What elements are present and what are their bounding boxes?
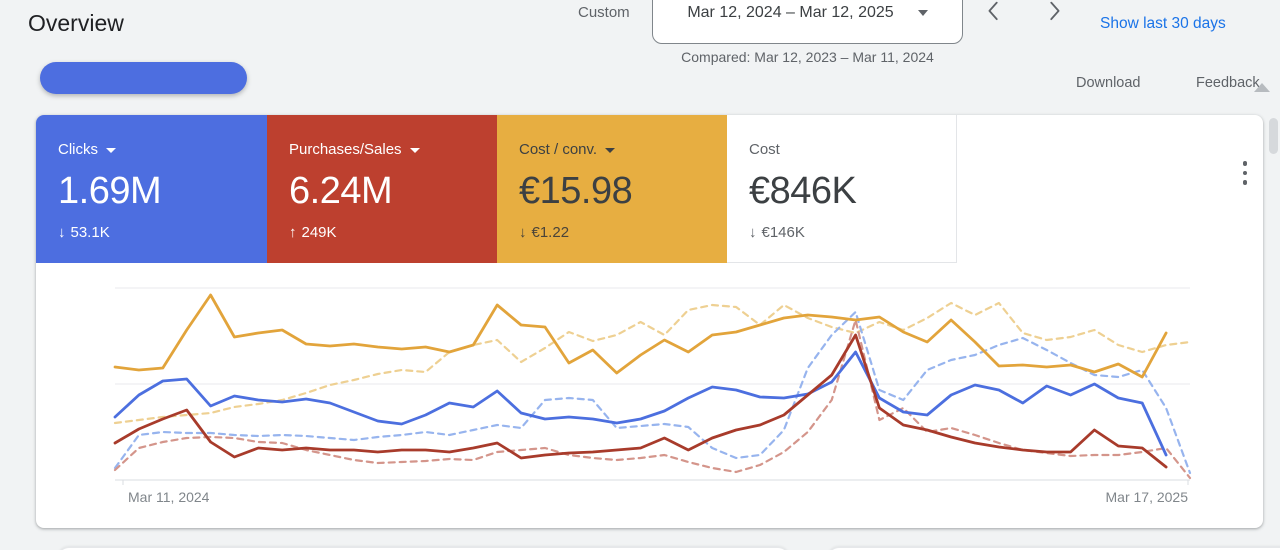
scorecard-label-text: Cost / conv. <box>519 141 598 158</box>
scorecard-delta-value: 53.1K <box>70 224 110 241</box>
scorecard-delta: ↓ €146K <box>749 224 956 241</box>
arrow-down-icon: ↓ <box>749 224 757 241</box>
scorecard-purchases-sales[interactable]: Purchases/Sales 6.24M ↑ 249K <box>267 115 497 263</box>
download-button[interactable]: Download <box>1076 75 1141 89</box>
page-title: Overview <box>28 10 124 36</box>
arrow-down-icon: ↓ <box>58 224 66 241</box>
primary-pill-button[interactable] <box>40 62 247 94</box>
scorecards-row: Clicks 1.69M ↓ 53.1K Purchases/Sales 6.2… <box>36 115 957 263</box>
scorecard-cost[interactable]: Cost €846K ↓ €146K <box>727 115 957 263</box>
previous-period-button[interactable] <box>980 0 1008 25</box>
scorecard-delta-value: 249K <box>301 224 337 241</box>
overview-chart-panel: Clicks 1.69M ↓ 53.1K Purchases/Sales 6.2… <box>36 115 1263 528</box>
compared-date-range: Compared: Mar 12, 2023 – Mar 11, 2024 <box>681 49 934 65</box>
scorecard-label: Clicks <box>58 141 267 158</box>
date-range-type-label: Custom <box>578 4 630 21</box>
caret-down-icon[interactable] <box>409 148 420 153</box>
feedback-button[interactable]: Feedback <box>1196 75 1260 89</box>
date-range-dropdown[interactable]: Mar 12, 2024 – Mar 12, 2025 <box>652 0 963 44</box>
scorecard-cost-per-conv[interactable]: Cost / conv. €15.98 ↓ €1.22 <box>497 115 727 263</box>
scorecard-delta: ↓ 53.1K <box>58 224 267 241</box>
x-axis-label-start: Mar 11, 2024 <box>128 489 210 505</box>
scorecard-label: Purchases/Sales <box>289 141 497 158</box>
scorecard-label-text: Purchases/Sales <box>289 141 402 158</box>
arrow-up-icon: ↑ <box>289 224 297 241</box>
caret-down-icon <box>917 9 928 16</box>
scorecard-value: €846K <box>749 170 857 212</box>
scrollbar-thumb[interactable] <box>1269 118 1278 154</box>
overview-chart <box>113 287 1192 485</box>
scorecard-label-text: Cost <box>749 141 780 158</box>
scorecard-delta-value: €146K <box>761 224 805 241</box>
scorecard-delta-value: €1.22 <box>531 224 570 241</box>
date-range-value: Mar 12, 2024 – Mar 12, 2025 <box>687 4 894 21</box>
caret-down-icon[interactable] <box>106 148 116 153</box>
scorecard-label-text: Clicks <box>58 141 98 158</box>
scorecard-value: 6.24M <box>289 170 393 212</box>
show-last-30-days-link[interactable]: Show last 30 days <box>1100 15 1226 32</box>
chevron-right-icon <box>1050 1 1060 20</box>
next-period-button[interactable] <box>1040 0 1068 25</box>
x-axis-label-end: Mar 17, 2025 <box>1105 489 1189 505</box>
scorecard-value: €15.98 <box>519 170 633 212</box>
scorecard-clicks[interactable]: Clicks 1.69M ↓ 53.1K <box>36 115 267 263</box>
arrow-down-icon: ↓ <box>519 224 527 241</box>
scorecard-delta: ↑ 249K <box>289 224 497 241</box>
scorecard-label: Cost <box>749 141 956 158</box>
caret-down-icon[interactable] <box>605 148 616 153</box>
chevron-left-icon <box>988 1 998 20</box>
collapse-triangle-icon[interactable] <box>1254 83 1270 92</box>
scorecard-value: 1.69M <box>58 170 162 212</box>
kebab-menu-icon[interactable] <box>1232 151 1258 195</box>
scorecard-label: Cost / conv. <box>519 141 727 158</box>
timeseries-chart[interactable] <box>113 285 1192 485</box>
scorecard-delta: ↓ €1.22 <box>519 224 727 241</box>
